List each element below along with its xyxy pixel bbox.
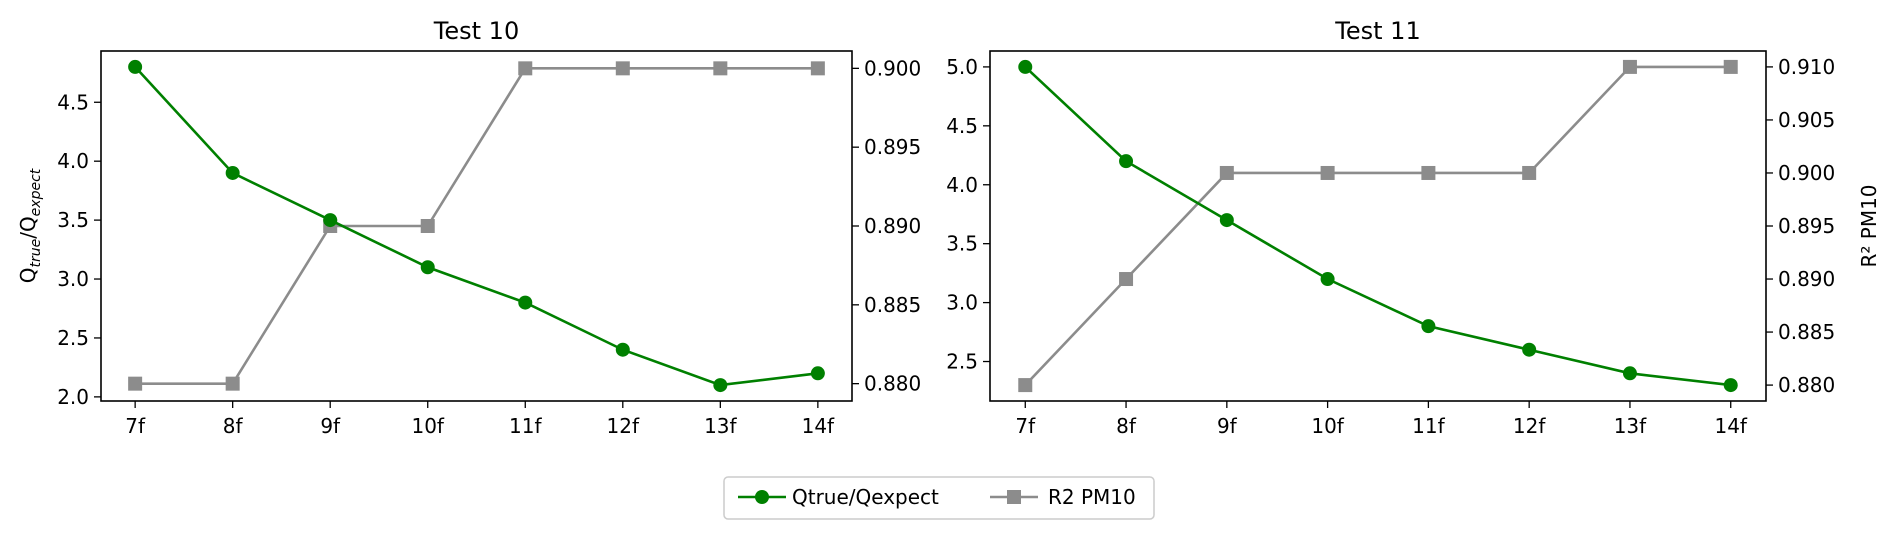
data-point-r2 bbox=[225, 376, 240, 391]
y-tick-label: 5.0 bbox=[946, 55, 978, 79]
y-tick-label: 4.5 bbox=[57, 90, 89, 114]
x-tick-label: 8f bbox=[1116, 414, 1137, 438]
chart-title: Test 10 bbox=[433, 17, 519, 45]
data-point-r2 bbox=[518, 61, 533, 76]
y-axis-label: Qtrue/Qexpect bbox=[16, 168, 44, 283]
plot-frame bbox=[100, 50, 853, 402]
y-tick-label: 2.0 bbox=[57, 385, 89, 409]
data-point-q bbox=[518, 295, 533, 310]
data-point-r2 bbox=[1219, 165, 1234, 180]
x-tick-label: 9f bbox=[1217, 414, 1238, 438]
data-point-q bbox=[1018, 59, 1033, 74]
data-point-r2 bbox=[128, 376, 143, 391]
y2-tick-label: 0.900 bbox=[864, 56, 921, 80]
y-tick-label: 2.5 bbox=[57, 326, 89, 350]
data-point-r2 bbox=[810, 61, 825, 76]
data-point-q bbox=[1219, 213, 1234, 228]
x-tick-label: 12f bbox=[1513, 414, 1546, 438]
data-point-r2 bbox=[615, 61, 630, 76]
y-tick-label: 3.5 bbox=[57, 208, 89, 232]
data-point-q bbox=[420, 260, 435, 275]
x-tick-label: 11f bbox=[1412, 414, 1445, 438]
series-line-r2 bbox=[135, 67, 818, 385]
data-point-q bbox=[810, 366, 825, 381]
x-tick-label: 10f bbox=[411, 414, 444, 438]
legend-marker-square bbox=[1007, 490, 1021, 504]
y2-axis-label: R² PM10 bbox=[1857, 184, 1881, 267]
data-point-q bbox=[1622, 366, 1637, 381]
legend: Qtrue/Qexpect R2 PM10 bbox=[723, 476, 1155, 520]
y2-tick-label: 0.885 bbox=[1778, 320, 1835, 344]
data-point-q bbox=[1320, 272, 1335, 287]
data-point-q bbox=[128, 59, 143, 74]
legend-item-r2: R2 PM10 bbox=[990, 485, 1136, 509]
legend-label-r2: R2 PM10 bbox=[1048, 485, 1136, 509]
y-tick-label: 3.5 bbox=[946, 232, 978, 256]
panel-test-11: Test 11 7f 8f 9f 10f 11f 12f 13f 14f 2.5 3.0 3.5 4.0… bbox=[946, 17, 1881, 438]
x-tick-label: 10f bbox=[1311, 414, 1344, 438]
y-tick-label: 3.0 bbox=[946, 291, 978, 315]
y2-tick-label: 0.895 bbox=[864, 135, 921, 159]
plot-frame bbox=[989, 50, 1767, 402]
x-tick-label: 7f bbox=[1015, 414, 1036, 438]
x-tick-label: 14f bbox=[802, 414, 835, 438]
data-point-r2 bbox=[1320, 165, 1335, 180]
data-point-r2 bbox=[713, 61, 728, 76]
y2-tick-label: 0.880 bbox=[1778, 373, 1835, 397]
panel-test-10: Test 10 7f 8f 9f 10f 11f 12f 13f 14f 2.0 2.5 3.0 3.5… bbox=[16, 17, 921, 438]
data-point-r2 bbox=[1522, 165, 1537, 180]
x-tick-label: 9f bbox=[320, 414, 341, 438]
legend-item-q: Qtrue/Qexpect bbox=[738, 485, 939, 509]
data-point-q bbox=[323, 213, 338, 228]
y-tick-label: 4.0 bbox=[57, 149, 89, 173]
data-point-r2 bbox=[1622, 59, 1637, 74]
y2-tick-label: 0.905 bbox=[1778, 108, 1835, 132]
legend-label-q: Qtrue/Qexpect bbox=[792, 485, 939, 509]
x-tick-label: 13f bbox=[704, 414, 737, 438]
legend-frame bbox=[723, 476, 1155, 520]
x-tick-label: 14f bbox=[1714, 414, 1747, 438]
y2-tick-label: 0.890 bbox=[1778, 267, 1835, 291]
data-point-r2 bbox=[1421, 165, 1436, 180]
y-tick-label: 3.0 bbox=[57, 267, 89, 291]
data-point-q bbox=[1522, 342, 1537, 357]
data-point-q bbox=[1723, 378, 1738, 393]
data-point-q bbox=[713, 378, 728, 393]
y2-tick-label: 0.890 bbox=[864, 214, 921, 238]
series-line-r2 bbox=[1024, 65, 1731, 386]
data-point-r2 bbox=[1018, 378, 1033, 393]
y2-tick-label: 0.880 bbox=[864, 372, 921, 396]
y2-tick-label: 0.885 bbox=[864, 293, 921, 317]
y-tick-label: 2.5 bbox=[946, 350, 978, 374]
y2-tick-label: 0.900 bbox=[1778, 161, 1835, 185]
data-point-r2 bbox=[1119, 272, 1134, 287]
data-point-q bbox=[1119, 154, 1134, 169]
data-point-r2 bbox=[1723, 59, 1738, 74]
y2-tick-label: 0.910 bbox=[1778, 55, 1835, 79]
x-tick-label: 7f bbox=[125, 414, 146, 438]
series-line-q bbox=[1024, 65, 1731, 387]
x-tick-label: 8f bbox=[223, 414, 244, 438]
data-point-r2 bbox=[420, 219, 435, 233]
y2-tick-label: 0.895 bbox=[1778, 214, 1835, 238]
data-point-q bbox=[615, 342, 630, 357]
data-point-q bbox=[225, 165, 240, 180]
y-tick-label: 4.0 bbox=[946, 173, 978, 197]
x-tick-label: 13f bbox=[1614, 414, 1647, 438]
data-point-q bbox=[1421, 319, 1436, 334]
x-tick-label: 12f bbox=[607, 414, 640, 438]
series-line-q bbox=[134, 66, 819, 387]
y-tick-label: 4.5 bbox=[946, 114, 978, 138]
x-tick-label: 11f bbox=[509, 414, 542, 438]
legend-marker-circle bbox=[755, 490, 769, 504]
chart-title: Test 11 bbox=[1334, 17, 1420, 45]
